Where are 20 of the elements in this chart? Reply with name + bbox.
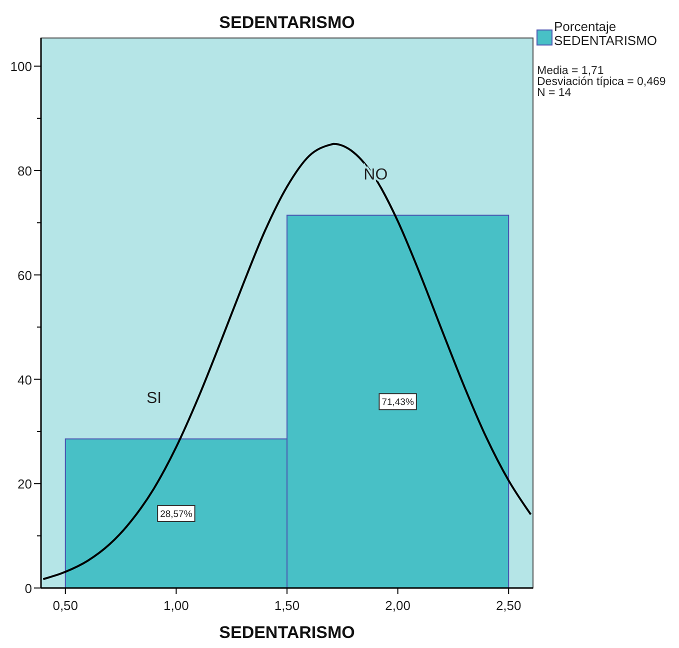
y-tick-label: 60 [18,268,32,283]
text: N = 14 [537,87,572,99]
data-label: 71,43% [382,397,414,408]
legend-label: Porcentaje SEDENTARISMO [554,19,658,48]
text: Desviación típica = 0,469 [537,76,666,88]
x-axis-title: SEDENTARISMO [219,623,355,642]
y-tick-label: 20 [18,476,32,492]
x-tick-label: 2,50 [496,598,522,613]
x-tick-label: 1,00 [164,598,189,613]
y-tick-label: 0 [24,581,32,596]
x-tick-label: 2,00 [385,598,410,613]
y-tick-label: 80 [18,164,32,179]
y-tick-label: 100 [10,59,32,74]
x-tick-label: 1,50 [274,598,300,613]
data-label: 28,57% [160,508,193,520]
y-tick-label: 40 [18,372,32,388]
text: Media = 1,71 [537,65,604,77]
annotation: SI [146,390,162,407]
x-tick-label: 0,50 [52,598,78,613]
chart-title: SEDENTARISMO [219,13,355,32]
